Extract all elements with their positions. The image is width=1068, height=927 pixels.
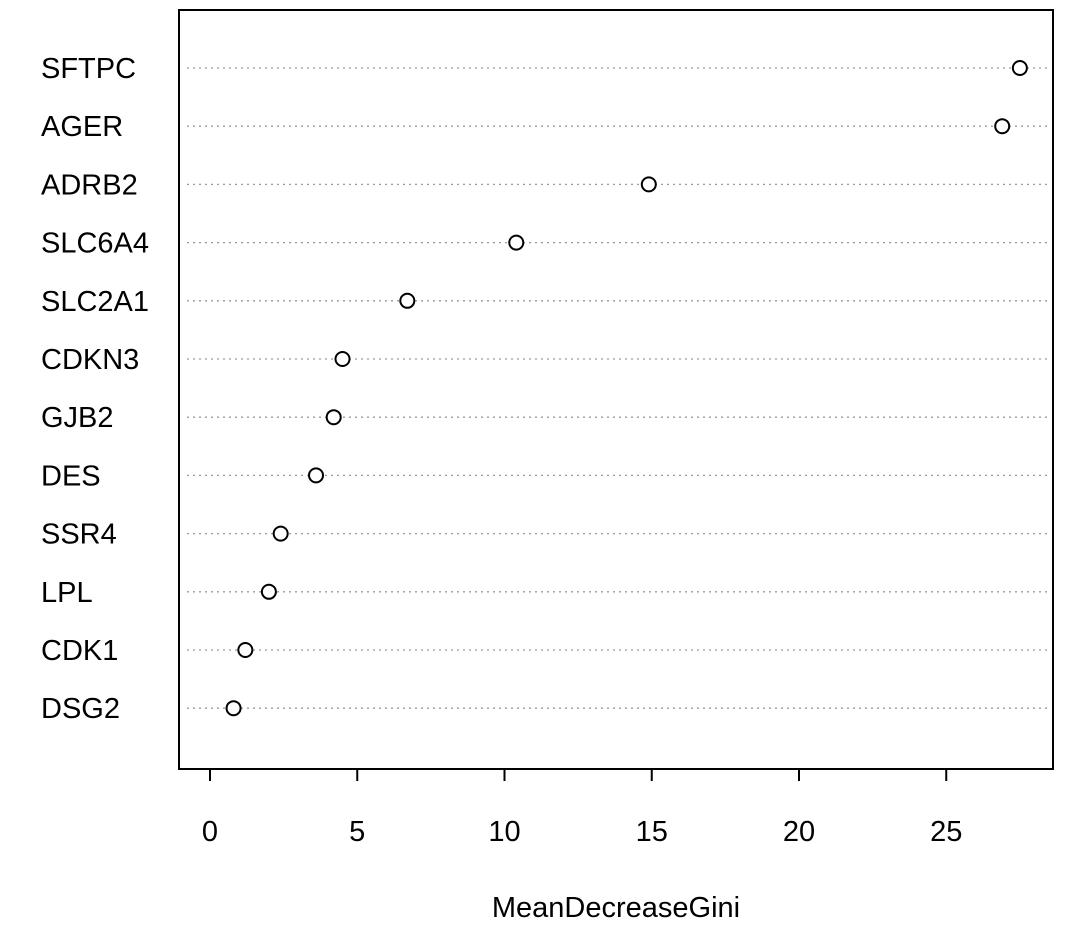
category-label-gjb2: GJB2 [41,402,114,434]
category-label-sftpc: SFTPC [41,53,136,85]
x-tick-label-0: 0 [202,816,218,848]
x-axis: 0 5 10 15 20 25 [202,768,962,848]
category-label-dsg2: DSG2 [41,693,120,725]
category-label-lpl: LPL [41,577,93,609]
category-label-adrb2: ADRB2 [41,169,138,201]
point-cdkn3 [334,351,351,367]
x-axis-title: MeanDecreaseGini [492,892,740,924]
category-label-des: DES [41,460,101,492]
point-ssr4 [272,525,289,542]
category-label-slc6a4: SLC6A4 [41,228,149,260]
point-gjb2 [325,409,342,426]
x-tick-label-5: 5 [349,816,365,848]
point-dsg2 [225,700,242,717]
plot-frame [178,9,1054,770]
point-slc6a4 [508,234,525,251]
category-labels: SFTPC AGER ADRB2 SLC6A4 SLC2A1 CDKN3 GJB2 DES SS… [41,53,149,725]
category-label-cdkn3: CDKN3 [41,344,139,376]
point-ager [994,118,1011,135]
data-points [225,60,1028,717]
x-tick-label-20: 20 [783,816,815,848]
point-slc2a1 [399,292,416,309]
guide-lines [187,67,1049,709]
category-label-ssr4: SSR4 [41,519,117,551]
point-adrb2 [640,176,657,193]
x-tick-label-10: 10 [488,816,520,848]
point-cdk1 [237,642,254,658]
point-des [308,467,325,484]
category-label-cdk1: CDK1 [41,635,118,667]
x-tick-label-15: 15 [636,816,668,848]
point-lpl [260,583,277,600]
category-label-slc2a1: SLC2A1 [41,286,149,318]
category-label-ager: AGER [41,111,123,143]
point-sftpc [1011,60,1028,76]
x-tick-label-25: 25 [930,816,962,848]
